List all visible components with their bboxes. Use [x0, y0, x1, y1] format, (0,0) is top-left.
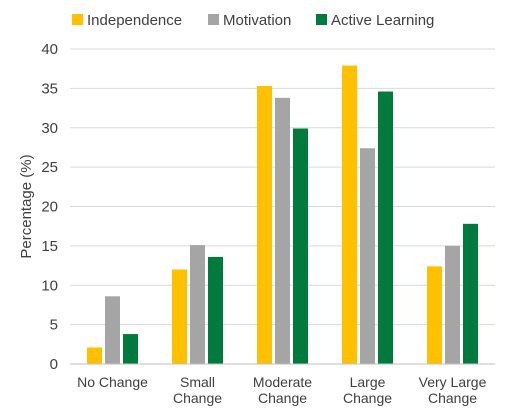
- bar-independence: [87, 347, 102, 364]
- x-tick-label: Moderate: [253, 374, 312, 390]
- bar-motivation: [190, 245, 205, 364]
- y-tick-label: 35: [41, 80, 58, 97]
- bar-active-learning: [293, 128, 308, 364]
- bar-motivation: [105, 296, 120, 364]
- x-tick-label: Small: [180, 374, 215, 390]
- x-axis-tick-labels: No Change SmallChangeModerateChangeLargeC…: [77, 374, 486, 406]
- bar-independence: [342, 65, 357, 364]
- y-tick-label: 5: [50, 317, 58, 334]
- bar-motivation: [360, 148, 375, 364]
- bar-independence: [427, 266, 442, 364]
- x-tick-label: Large: [350, 374, 386, 390]
- bar-independence: [172, 269, 187, 364]
- legend-swatch: [72, 14, 83, 25]
- x-tick-label: Change: [428, 390, 477, 406]
- y-tick-label: 30: [41, 120, 58, 137]
- bar-active-learning: [208, 256, 223, 364]
- y-tick-label: 20: [41, 199, 58, 216]
- x-tick-label: Very Large: [419, 374, 487, 390]
- x-tick-label: No Change: [77, 374, 148, 390]
- legend-label: Independence: [87, 12, 182, 29]
- x-tick-label: Change: [258, 390, 307, 406]
- bar-active-learning: [123, 334, 138, 364]
- bar-motivation: [275, 97, 290, 364]
- x-tick-label: Change: [173, 390, 222, 406]
- bars: [87, 65, 478, 365]
- y-tick-label: 40: [41, 41, 58, 58]
- y-tick-label: 0: [50, 356, 58, 373]
- legend-label: Active Learning: [331, 12, 434, 29]
- bar-active-learning: [463, 223, 478, 364]
- y-axis-tick-labels: 0 5 10 15 20 25 30 35 40: [41, 41, 58, 373]
- legend: Independence Motivation Active Learning: [72, 12, 434, 29]
- y-tick-label: 10: [41, 277, 58, 294]
- bar-motivation: [445, 245, 460, 364]
- y-tick-label: 25: [41, 159, 58, 176]
- legend-label: Motivation: [223, 12, 291, 29]
- x-tick-label: Change: [343, 390, 392, 406]
- y-tick-label: 15: [41, 238, 58, 255]
- bar-independence: [257, 86, 272, 364]
- bar-active-learning: [378, 91, 393, 365]
- y-axis-label: Percentage (%): [18, 154, 35, 258]
- legend-swatch: [208, 14, 219, 25]
- legend-swatch: [316, 14, 327, 25]
